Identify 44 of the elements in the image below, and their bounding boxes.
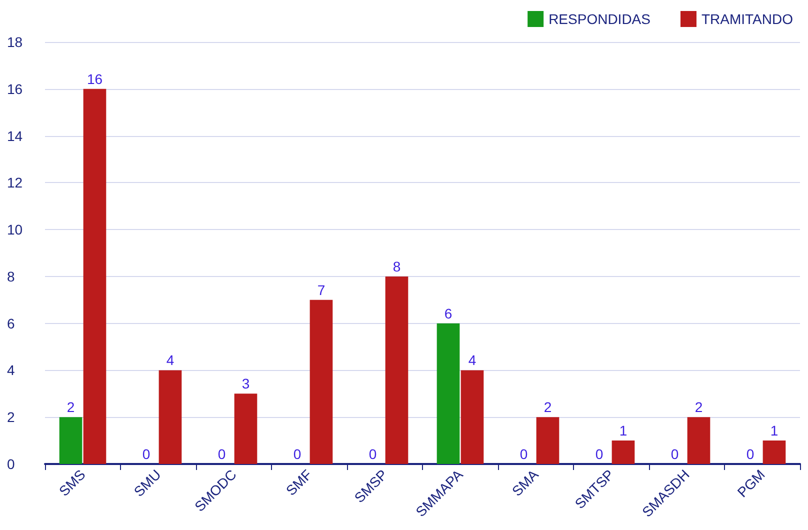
- bar: [436, 323, 460, 464]
- data-label: 4: [166, 352, 174, 368]
- bar: [612, 440, 635, 464]
- data-label: 1: [619, 422, 628, 439]
- data-label: 1: [770, 422, 778, 439]
- y-tick-label: 6: [7, 315, 15, 332]
- legend-label: RESPONDIDAS: [548, 11, 650, 27]
- bar: [460, 370, 484, 464]
- bar: [83, 88, 106, 464]
- bar: [158, 370, 182, 464]
- data-label: 2: [544, 399, 552, 416]
- y-tick-label: 18: [7, 34, 23, 50]
- data-label: 7: [317, 282, 326, 298]
- data-label: 0: [520, 446, 528, 462]
- data-label: 2: [694, 399, 703, 416]
- data-label: 0: [218, 446, 226, 462]
- bar: [310, 300, 333, 464]
- bar: [687, 417, 710, 464]
- data-label: 0: [142, 446, 150, 462]
- data-label: 2: [66, 399, 75, 416]
- bar: [234, 394, 258, 464]
- bar: [385, 276, 408, 464]
- data-label: 16: [86, 70, 103, 87]
- legend-label: TRAMITANDO: [701, 11, 794, 27]
- data-label: 0: [670, 446, 679, 462]
- data-label: 0: [368, 446, 377, 462]
- y-tick-label: 8: [7, 268, 15, 284]
- data-label: 0: [746, 446, 754, 462]
- y-tick-label: 12: [7, 174, 23, 191]
- y-tick-label: 4: [7, 362, 15, 378]
- bar: [762, 440, 786, 464]
- bar: [59, 417, 82, 464]
- y-tick-label: 16: [7, 80, 23, 97]
- bar: [536, 417, 560, 464]
- y-tick-label: 10: [7, 222, 23, 238]
- data-label: 8: [392, 258, 401, 274]
- data-label: 6: [444, 305, 452, 322]
- data-label: 3: [242, 376, 250, 392]
- data-label: 0: [293, 446, 302, 462]
- y-tick-label: 0: [7, 456, 15, 472]
- data-label: 4: [468, 352, 476, 368]
- y-tick-label: 14: [7, 128, 23, 144]
- data-label: 0: [595, 446, 604, 462]
- y-tick-label: 2: [7, 409, 15, 426]
